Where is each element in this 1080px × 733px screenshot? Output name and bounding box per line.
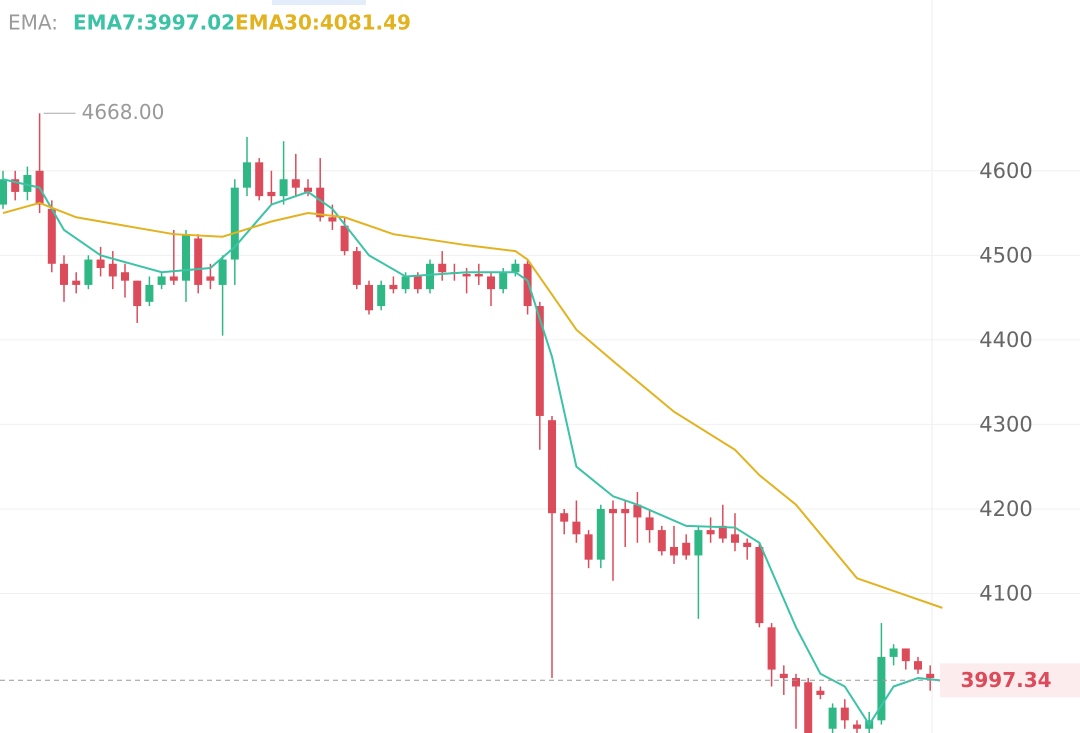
candle-body	[133, 280, 142, 307]
candle-body	[523, 263, 532, 307]
candle-body	[389, 284, 398, 290]
candle-body	[816, 690, 825, 695]
candle-body	[96, 259, 105, 269]
candle-body	[901, 648, 910, 662]
candle-body	[767, 627, 776, 670]
candle-body	[255, 162, 264, 197]
last-price-label: 3997.34	[960, 668, 1051, 692]
candle-body	[316, 187, 325, 218]
candle-body	[889, 648, 898, 657]
candle-body	[182, 234, 190, 281]
candle-body	[584, 534, 593, 560]
candle-body	[499, 272, 508, 290]
candle-body	[474, 273, 483, 277]
candle-body	[853, 724, 861, 729]
candle-body	[352, 251, 361, 285]
candle-body	[401, 276, 410, 290]
candle-body	[731, 534, 739, 543]
candle-body	[548, 420, 556, 514]
candle-body	[743, 542, 752, 548]
y-tick-label: 4100	[979, 582, 1032, 606]
candle-body	[413, 276, 422, 290]
y-tick-label: 4400	[979, 328, 1032, 352]
candle-body	[72, 280, 81, 285]
ema-line	[2, 178, 943, 727]
candle-body	[804, 682, 813, 733]
candle-body	[243, 162, 251, 188]
candle-body	[426, 263, 434, 290]
candle-body	[779, 673, 788, 679]
candle-body	[926, 673, 935, 679]
candle-body	[877, 656, 886, 721]
candle-body	[206, 276, 215, 281]
y-tick-label: 4600	[979, 159, 1032, 183]
candle-body	[572, 521, 581, 535]
candle-body	[914, 661, 922, 670]
candle-body	[792, 678, 800, 687]
candle-body	[279, 179, 288, 197]
candle-body	[609, 508, 617, 514]
ema-line	[2, 201, 943, 609]
candle-body	[11, 179, 20, 192]
candle-body	[682, 542, 691, 556]
legend-entry: EMA7:3997.02	[73, 11, 235, 35]
candle-body	[621, 508, 630, 514]
candle-body	[462, 273, 471, 277]
indicator-label: EMA:	[8, 11, 58, 35]
candle-body	[377, 284, 386, 307]
indicator-header: EMA: EMA7:3997.02 EMA30:4081.49	[8, 11, 411, 35]
candle-body	[230, 187, 239, 260]
candle-body	[560, 513, 569, 522]
y-tick-label: 4500	[979, 243, 1032, 267]
candle-body	[108, 263, 117, 277]
candle-body	[511, 263, 520, 273]
candle-body	[291, 179, 300, 188]
candle-body	[169, 276, 178, 281]
candle-body	[145, 284, 154, 302]
candle-body	[596, 508, 605, 560]
candle-body	[633, 504, 642, 518]
candle-body	[47, 208, 56, 264]
candle-body	[657, 530, 666, 552]
candle-body	[23, 175, 32, 192]
candle-body	[267, 191, 276, 197]
candle-body	[645, 517, 654, 531]
candle-body	[535, 306, 544, 416]
candle-body	[487, 276, 495, 290]
candle-body	[340, 225, 349, 252]
candle-body	[121, 272, 129, 281]
y-tick-label: 4300	[979, 412, 1032, 436]
last-price-box	[940, 663, 1080, 698]
legend-entry: EMA30:4081.49	[235, 11, 411, 35]
candle-body	[84, 259, 93, 285]
candle-body	[670, 547, 678, 556]
candle-body	[60, 263, 68, 285]
candle-body	[694, 530, 703, 556]
candle-body	[828, 707, 837, 729]
candle-body	[755, 547, 764, 624]
candle-body	[706, 530, 715, 535]
top-tab	[272, 0, 366, 5]
high-marker-label: 4668.00	[82, 100, 165, 124]
candle-body	[0, 179, 7, 205]
candle-body	[218, 259, 227, 285]
candle-body	[718, 525, 727, 539]
candle-body	[365, 284, 373, 311]
y-tick-label: 4200	[979, 497, 1032, 521]
candle-body	[840, 707, 849, 721]
candle-body	[438, 263, 447, 273]
candle-body	[328, 217, 337, 222]
candle-body	[194, 238, 203, 285]
candle-body	[157, 276, 166, 285]
candle-body	[304, 187, 312, 192]
